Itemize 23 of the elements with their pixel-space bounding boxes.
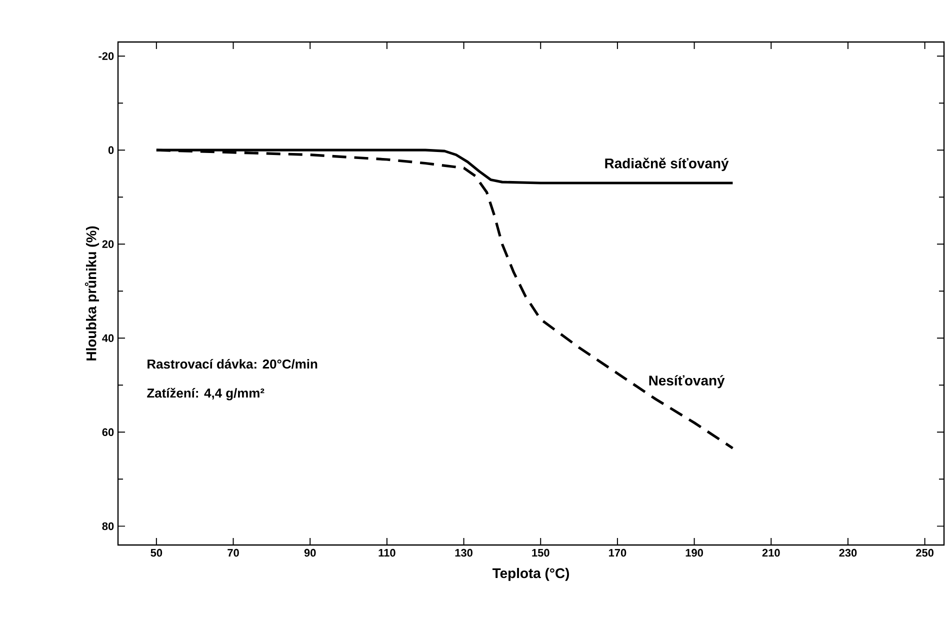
x-tick-label: 210 xyxy=(762,548,780,557)
annotation: Rastrovací dávka: 20°C/min xyxy=(148,359,318,369)
x-tick-label: 150 xyxy=(532,548,550,557)
annotation: Zatížení: 4,4 g/mm² xyxy=(147,388,264,400)
y-tick-label: 40 xyxy=(102,334,114,342)
x-axis-title: Teplota (°C) xyxy=(492,568,569,581)
y-tick-label: -20 xyxy=(98,52,114,60)
x-tick-label: 50 xyxy=(150,548,162,557)
x-tick-label: 110 xyxy=(378,548,396,557)
series-label: Nesíťovaný xyxy=(649,375,725,388)
x-tick-label: 90 xyxy=(304,548,316,557)
x-tick-label: 230 xyxy=(839,548,857,557)
y-tick-label: 60 xyxy=(102,428,114,436)
y-axis-title: Hloubka průniku (%) xyxy=(84,226,100,360)
x-tick-label: 250 xyxy=(916,548,934,557)
series-label: Radiačně síťovaný xyxy=(605,158,729,172)
x-tick-label: 70 xyxy=(228,548,239,557)
x-tick-label: 130 xyxy=(455,548,472,557)
x-tick-label: 190 xyxy=(686,548,703,557)
y-tick-label: 0 xyxy=(108,146,114,154)
y-tick-label: 80 xyxy=(102,522,114,530)
x-tick-label: 170 xyxy=(609,548,626,557)
y-tick-label: 20 xyxy=(102,240,114,248)
